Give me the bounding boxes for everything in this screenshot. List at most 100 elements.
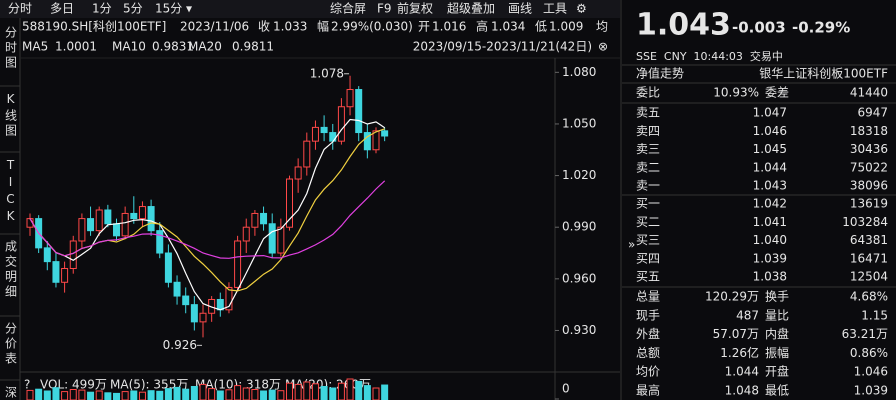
candle-body [268,223,276,254]
info-close-label: 收 [258,20,270,34]
timeframe-tab[interactable]: 1分 [92,2,112,16]
volume-bar [104,392,112,400]
volume-bar [52,387,60,400]
side-tab[interactable]: 成交明细 [4,240,18,300]
info-open: 1.016 [432,20,466,34]
volume-bar [277,390,285,400]
menu-item[interactable]: 综合屏 [330,1,366,16]
stat-label: 振幅 [765,345,789,360]
ratio-value: 10.93% [713,86,759,100]
volume-legend: MA(10): 318万 [195,378,281,392]
volume-bar [372,387,380,400]
volume-bar [303,381,311,400]
timeframe-tab[interactable]: 5分 [123,2,143,16]
ma-name: MA5 [22,40,48,54]
info-low: 1.009 [549,20,583,34]
side-tab[interactable]: TICK [4,158,18,226]
order-price: 1.038 [753,270,787,284]
candle-body [363,132,371,151]
info-symbol: 588190.SH[科创100ETF] [22,20,166,34]
candle-body [164,252,172,283]
order-label: 卖三 [636,142,660,156]
volume-bar [268,389,276,400]
volume-bar [346,378,354,400]
order-price: 1.042 [753,197,787,211]
stat-value: 120.29万 [705,290,759,304]
candle-body [372,130,380,151]
y-tick-label: 0.990 [562,220,596,234]
ma-name: MA10 [112,40,146,54]
volume-bar [173,386,181,400]
menu-item[interactable]: 工具 [543,2,567,16]
candle-body [381,130,389,137]
stat-value: 1.26亿 [720,345,759,360]
info-high: 1.034 [491,20,525,34]
stat-value: 57.07万 [713,327,759,341]
diff-label: 委差 [765,86,789,100]
order-volume: 12504 [850,270,888,284]
candle-body [104,209,112,225]
dropdown-arrow[interactable]: ▾ [186,2,192,16]
candle-body [182,295,190,306]
volume-bar [294,383,302,400]
order-volume: 103284 [842,215,888,229]
nav-tab[interactable]: 净值走势 [636,66,684,81]
timeframe-tab[interactable]: 15分 [155,2,182,16]
volume-bar [311,383,319,400]
candle-body [242,226,250,242]
side-tab[interactable]: 分价表 [4,322,18,367]
ma-line [29,180,386,259]
volume-bar [216,390,224,400]
candle-body [121,212,129,237]
ratio-label: 委比 [636,86,660,100]
diff-value: 41440 [850,86,888,100]
info-low-label: 低 [535,20,547,34]
side-tab[interactable]: 深 [4,386,18,400]
volume-bar [182,388,190,400]
side-tab[interactable]: 分时图 [4,26,18,71]
volume-bar [251,389,259,400]
stat-value: 0.86% [850,346,888,360]
stat-value: 487 [736,308,759,322]
volume-bar [329,387,337,400]
stat-value: 1.046 [854,365,888,379]
stat-label: 开盘 [765,364,789,379]
y-tick-label: 1.020 [562,168,596,182]
menu-item[interactable]: 前复权 [397,1,433,16]
fund-name: 银华上证科创板100ETF [759,67,888,81]
menu-item[interactable]: F9 [377,2,392,16]
side-tab[interactable]: K线图 [4,92,18,139]
timeframe-tab[interactable]: 多日 [50,2,74,16]
candle-body [113,223,120,237]
order-volume: 64381 [850,233,888,247]
order-label: 买五 [636,270,660,284]
volume-bar [286,382,293,400]
stat-value: 1.048 [725,384,759,398]
order-label: 买四 [636,251,660,265]
menu-item[interactable]: 超级叠加 [447,1,495,16]
stat-label: 外盘 [636,326,660,341]
candle-body [311,126,319,142]
info-high-label: 高 [476,19,488,34]
ma-line [29,118,386,311]
timeframe-tab[interactable]: 分时 [8,2,32,16]
menu-item[interactable]: 画线 [508,2,532,16]
close-icon[interactable]: ⊗ [598,40,608,54]
candle-body [303,140,311,168]
volume-bar [43,390,51,400]
order-label: 买二 [636,215,660,229]
volume-bar [164,388,172,400]
stat-label: 最高 [636,383,660,398]
stat-label: 量比 [765,308,789,322]
info-change-label: 幅 [317,19,329,34]
settings-icon[interactable]: ⚙ [576,2,587,16]
candle-body [260,212,268,225]
volume-bar [337,382,345,400]
volume-bar [130,390,138,400]
volume-bar [35,388,43,400]
collapse-arrow[interactable]: » [628,238,635,252]
candle-body [156,230,164,254]
info-date: 2023/11/06 [180,20,249,34]
stat-value: 4.68% [850,290,888,304]
order-volume: 75022 [850,160,888,174]
